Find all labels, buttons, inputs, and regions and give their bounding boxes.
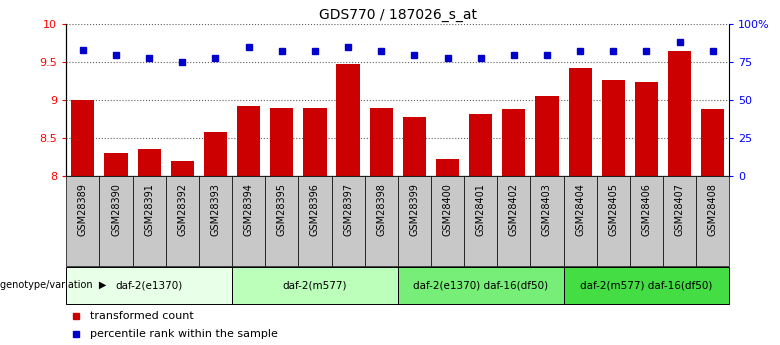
Text: GSM28401: GSM28401 <box>476 183 486 236</box>
Bar <box>232 267 398 304</box>
Text: GSM28405: GSM28405 <box>608 183 619 236</box>
Text: GSM28397: GSM28397 <box>343 183 353 236</box>
Bar <box>696 176 729 266</box>
Text: GSM28391: GSM28391 <box>144 183 154 236</box>
Text: GSM28390: GSM28390 <box>111 183 121 236</box>
Bar <box>265 176 298 266</box>
Text: GSM28395: GSM28395 <box>277 183 287 236</box>
Bar <box>563 267 729 304</box>
Bar <box>237 106 261 176</box>
Bar <box>464 176 498 266</box>
Bar <box>298 176 331 266</box>
Bar <box>530 176 563 266</box>
Bar <box>370 108 393 176</box>
Text: GSM28407: GSM28407 <box>675 183 685 236</box>
Bar <box>701 109 725 176</box>
Bar <box>364 176 398 266</box>
Bar <box>498 176 530 266</box>
Bar <box>232 176 265 266</box>
Bar <box>601 80 625 176</box>
Bar <box>569 68 592 176</box>
Text: GSM28402: GSM28402 <box>509 183 519 236</box>
Bar <box>436 159 459 176</box>
Bar <box>66 267 232 304</box>
Text: daf-2(e1370) daf-16(df50): daf-2(e1370) daf-16(df50) <box>413 280 548 290</box>
Text: GSM28406: GSM28406 <box>641 183 651 236</box>
Bar <box>663 176 696 266</box>
Bar <box>137 149 161 176</box>
Title: GDS770 / 187026_s_at: GDS770 / 187026_s_at <box>319 8 477 22</box>
Bar <box>133 176 166 266</box>
Text: GSM28403: GSM28403 <box>542 183 552 236</box>
Text: GSM28389: GSM28389 <box>78 183 88 236</box>
Bar <box>563 176 597 266</box>
Text: GSM28394: GSM28394 <box>243 183 254 236</box>
Bar <box>635 82 658 176</box>
Bar <box>668 51 691 176</box>
Bar <box>71 100 94 176</box>
Text: GSM28393: GSM28393 <box>211 183 221 236</box>
Bar <box>270 108 293 176</box>
Bar <box>100 176 133 266</box>
Text: daf-2(e1370): daf-2(e1370) <box>115 280 183 290</box>
Bar <box>204 132 227 176</box>
Text: percentile rank within the sample: percentile rank within the sample <box>90 329 278 339</box>
Text: GSM28399: GSM28399 <box>410 183 420 236</box>
Text: genotype/variation  ▶: genotype/variation ▶ <box>0 280 106 290</box>
Bar <box>336 65 360 176</box>
Bar <box>66 176 100 266</box>
Bar <box>469 114 492 176</box>
Text: daf-2(m577): daf-2(m577) <box>282 280 347 290</box>
Bar <box>165 176 199 266</box>
Bar <box>398 267 563 304</box>
Bar <box>303 108 327 176</box>
Bar <box>630 176 663 266</box>
Bar <box>431 176 464 266</box>
Text: GSM28400: GSM28400 <box>442 183 452 236</box>
Bar <box>398 176 431 266</box>
Text: daf-2(m577) daf-16(df50): daf-2(m577) daf-16(df50) <box>580 280 713 290</box>
Bar <box>171 161 194 176</box>
Bar <box>502 109 526 176</box>
Text: GSM28398: GSM28398 <box>376 183 386 236</box>
Bar <box>597 176 629 266</box>
Bar <box>535 96 558 176</box>
Text: GSM28392: GSM28392 <box>177 183 187 236</box>
Bar <box>105 153 128 176</box>
Bar <box>199 176 232 266</box>
Text: transformed count: transformed count <box>90 312 193 322</box>
Text: GSM28404: GSM28404 <box>575 183 585 236</box>
Bar <box>402 117 426 176</box>
Text: GSM28396: GSM28396 <box>310 183 320 236</box>
Text: GSM28408: GSM28408 <box>707 183 718 236</box>
Bar <box>332 176 364 266</box>
